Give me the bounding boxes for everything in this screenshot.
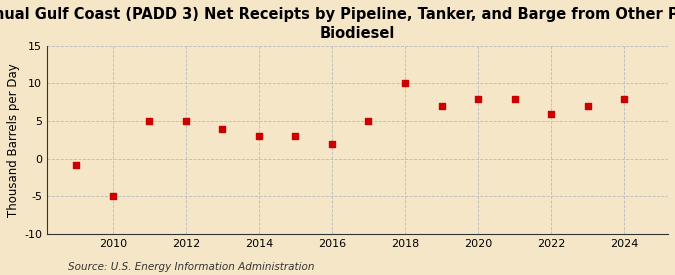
Point (546, 111, 557, 116)
Text: Source: U.S. Energy Information Administration: Source: U.S. Energy Information Administ… (68, 262, 314, 272)
Point (180, 119, 191, 123)
Point (254, 134, 265, 138)
Point (107, 194, 118, 199)
Point (436, 104, 447, 108)
Y-axis label: Thousand Barrels per Day: Thousand Barrels per Day (7, 63, 20, 217)
Point (290, 134, 301, 138)
Point (472, 96, 483, 101)
Point (583, 104, 593, 108)
Point (327, 141, 338, 146)
Point (619, 96, 630, 101)
Point (217, 126, 227, 131)
Point (363, 119, 374, 123)
Title: Annual Gulf Coast (PADD 3) Net Receipts by Pipeline, Tanker, and Barge from Othe: Annual Gulf Coast (PADD 3) Net Receipts … (0, 7, 675, 40)
Point (71, 163, 82, 167)
Point (144, 119, 155, 123)
Point (509, 96, 520, 101)
Point (400, 81, 410, 86)
